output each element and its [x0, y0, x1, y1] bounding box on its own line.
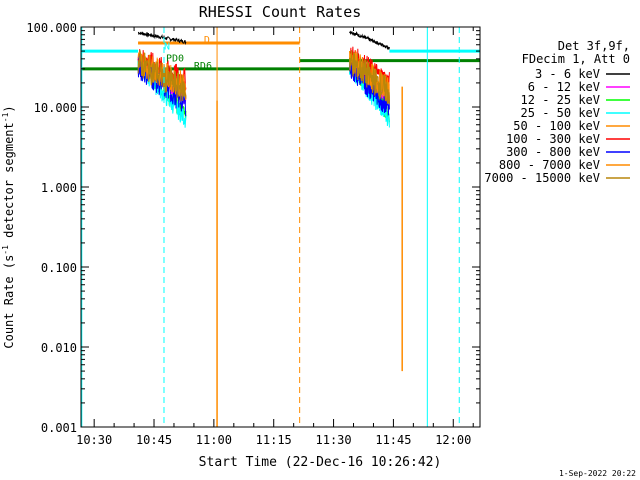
annotation-2: RD6	[194, 61, 212, 72]
x-tick-label-6: 12:00	[435, 433, 471, 447]
legend-label-0: 3 - 6 keV	[535, 67, 600, 81]
y-axis-label-sup2: -1	[1, 112, 10, 122]
y-axis-label-rest: detector segment	[2, 122, 16, 245]
series-line-0-0	[137, 31, 187, 46]
series-line-0-1	[349, 30, 390, 51]
x-tick-label-2: 11:00	[196, 433, 232, 447]
x-tick-label-1: 10:45	[136, 433, 172, 447]
y-axis-label: Count Rate (s-1 detector segment-1)	[1, 105, 16, 348]
legend-label-8: 7000 - 15000 keV	[484, 171, 600, 185]
y-tick-label-5: 0.001	[41, 421, 77, 435]
x-tick-label-5: 11:45	[375, 433, 411, 447]
y-tick-label-3: 0.100	[41, 261, 77, 275]
annotation-1: PD0	[166, 54, 184, 65]
y-tick-label-4: 0.010	[41, 341, 77, 355]
legend-label-5: 100 - 300 keV	[506, 132, 600, 146]
y-axis-label-sup1: -1	[1, 245, 10, 255]
x-tick-label-4: 11:30	[316, 433, 352, 447]
x-axis-label: Start Time (22-Dec-16 10:26:42)	[199, 455, 442, 470]
legend-header-2: FDecim 1, Att 0	[522, 52, 630, 66]
legend-label-1: 6 - 12 keV	[528, 80, 600, 94]
plot-frame	[80, 26, 481, 428]
legend-label-7: 800 - 7000 keV	[499, 158, 600, 172]
y-tick-label-0: 100.000	[26, 21, 77, 35]
y-tick-label-1: 10.000	[34, 101, 77, 115]
annotation-3: D	[204, 35, 210, 46]
legend-header-1: Det 3f,9f,	[558, 39, 630, 53]
legend-label-6: 300 - 800 keV	[506, 145, 600, 159]
series-line-8-1	[349, 50, 390, 105]
legend-label-4: 50 - 100 keV	[513, 119, 600, 133]
legend-label-3: 25 - 50 keV	[521, 106, 600, 120]
legend-label-2: 12 - 25 keV	[521, 93, 600, 107]
chart-title: RHESSI Count Rates	[199, 3, 362, 21]
y-axis-label-end: )	[2, 105, 16, 112]
annotation-0: N	[164, 42, 170, 53]
y-tick-label-2: 1.000	[41, 181, 77, 195]
footer-date: 1-Sep-2022 20:22	[559, 469, 636, 478]
x-tick-label-0: 10:30	[76, 433, 112, 447]
x-tick-label-3: 11:15	[256, 433, 292, 447]
y-axis-label-main: Count Rate (s	[2, 255, 16, 349]
series-line-8-0	[137, 50, 187, 102]
